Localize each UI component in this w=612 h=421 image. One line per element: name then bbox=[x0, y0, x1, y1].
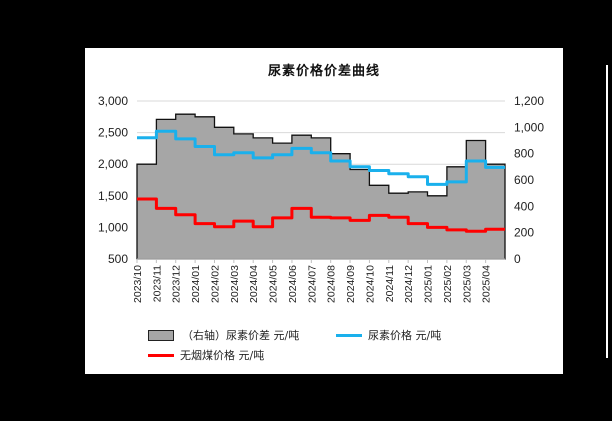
legend-swatch-line bbox=[148, 353, 174, 357]
x-tick-label: 2024/11 bbox=[384, 265, 396, 302]
y-tick-label: 2,000 bbox=[98, 157, 128, 171]
x-tick-label: 2024/05 bbox=[268, 265, 280, 303]
x-tick-label: 2024/07 bbox=[306, 265, 318, 303]
chart-title: 尿素价格价差曲线 bbox=[267, 64, 380, 79]
legend-label: （右轴）尿素价差 元/吨 bbox=[182, 329, 300, 342]
x-tick-label: 2024/06 bbox=[287, 265, 299, 303]
anthracite-price-line bbox=[137, 197, 505, 233]
y2-tick-label: 800 bbox=[514, 147, 534, 161]
y-tick-label: 500 bbox=[108, 252, 128, 266]
divider bbox=[606, 65, 608, 358]
x-tick-label: 2023/12 bbox=[171, 265, 183, 303]
urea-price-line bbox=[137, 129, 505, 186]
x-tick-label: 2023/11 bbox=[151, 265, 163, 302]
legend-item-anthracite: 无烟煤价格 元/吨 bbox=[148, 347, 264, 363]
x-tick-label: 2024/03 bbox=[229, 265, 241, 303]
legend-item-spread: （右轴）尿素价差 元/吨 bbox=[148, 327, 299, 343]
x-tick-label: 2025/04 bbox=[481, 265, 493, 303]
legend-label: 无烟煤价格 元/吨 bbox=[180, 349, 265, 362]
y-tick-label: 1,000 bbox=[98, 220, 128, 234]
legend-swatch-area bbox=[148, 329, 174, 341]
y2-tick-label: 600 bbox=[514, 173, 534, 187]
legend-swatch-line bbox=[336, 333, 362, 337]
x-tick-label: 2024/01 bbox=[190, 265, 202, 303]
x-tick-label: 2024/09 bbox=[345, 265, 357, 303]
y2-tick-label: 200 bbox=[514, 226, 534, 240]
spread-area bbox=[136, 113, 506, 260]
y-tick-label: 2,500 bbox=[98, 126, 128, 140]
y2-tick-label: 1,200 bbox=[514, 94, 544, 108]
x-tick-label: 2025/02 bbox=[442, 265, 454, 303]
x-tick-label: 2024/02 bbox=[209, 265, 221, 303]
x-tick-label: 2023/10 bbox=[132, 265, 144, 303]
x-tick-label: 2024/10 bbox=[364, 265, 376, 303]
x-tick-label: 2024/08 bbox=[326, 265, 338, 303]
y2-tick-label: 400 bbox=[514, 199, 534, 213]
x-tick-label: 2025/01 bbox=[423, 265, 435, 303]
x-tick-label: 2025/03 bbox=[461, 265, 473, 303]
x-tick-label: 2024/12 bbox=[403, 265, 415, 303]
y2-tick-label: 0 bbox=[514, 252, 521, 266]
x-tick-label: 2024/04 bbox=[248, 265, 260, 303]
y-tick-label: 1,500 bbox=[98, 189, 128, 203]
legend-label: 尿素价格 元/吨 bbox=[368, 329, 442, 342]
y2-tick-label: 1,000 bbox=[514, 120, 544, 134]
legend-item-urea: 尿素价格 元/吨 bbox=[336, 327, 441, 343]
y-tick-label: 3,000 bbox=[98, 94, 128, 108]
